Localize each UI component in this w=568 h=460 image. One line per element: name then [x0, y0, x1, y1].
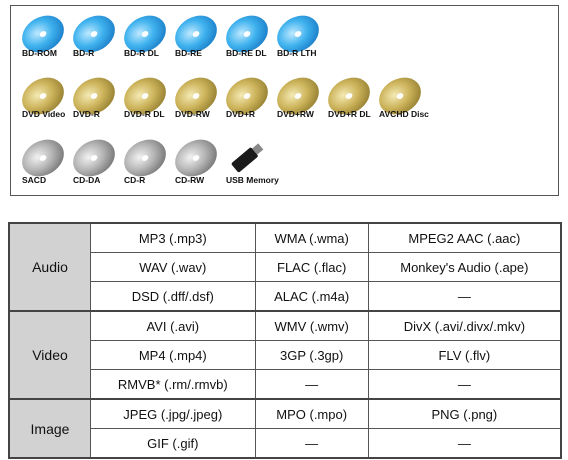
usb-body — [231, 143, 264, 173]
media-label: SACD — [22, 175, 46, 185]
format-cell: MP3 (.mp3) — [90, 222, 256, 253]
format-cell: FLV (.flv) — [367, 340, 562, 370]
format-cell: WMV (.wmv) — [254, 310, 369, 341]
media-label: AVCHD Disc — [379, 109, 429, 119]
format-cell: — — [367, 281, 562, 312]
table-row: MP4 (.mp4) 3GP (.3gp) FLV (.flv) — [9, 340, 562, 370]
disc-hole — [294, 31, 302, 37]
format-cell: — — [254, 428, 369, 459]
format-cell: MPO (.mpo) — [254, 398, 369, 429]
disc-icon — [124, 139, 166, 177]
media-label: DVD-R DL — [124, 109, 165, 119]
media-label: CD-DA — [73, 175, 100, 185]
media-label: CD-RW — [175, 175, 205, 185]
format-cell: — — [367, 369, 562, 400]
disc-hole — [192, 93, 200, 99]
format-cell: — — [367, 428, 562, 459]
format-cell: 3GP (.3gp) — [254, 340, 369, 370]
media-label: BD-RE — [175, 48, 202, 58]
disc-hole — [396, 93, 404, 99]
disc-hole — [39, 31, 47, 37]
media-label: BD-ROM — [22, 48, 57, 58]
disc-hole — [243, 31, 251, 37]
disc-hole — [192, 155, 200, 161]
disc-hole — [90, 93, 98, 99]
format-cell: — — [254, 369, 369, 400]
format-cell: ALAC (.m4a) — [254, 281, 369, 312]
format-cell: WMA (.wma) — [254, 222, 369, 253]
usb-stick — [231, 147, 258, 173]
disc-hole — [141, 31, 149, 37]
disc-icon — [226, 15, 268, 53]
media-label: DVD+R — [226, 109, 255, 119]
usb-icon — [231, 143, 264, 173]
format-cell: MP4 (.mp4) — [90, 340, 256, 370]
disc-icon — [175, 15, 217, 53]
format-cell: AVI (.avi) — [90, 310, 256, 341]
media-box: BD-ROM BD-R BD-R DL BD-RE BD-RE DL BD-R LTH DV… — [10, 5, 559, 196]
disc-hole — [243, 93, 251, 99]
format-cell: DSD (.dff/.dsf) — [90, 281, 256, 312]
disc-icon — [277, 15, 319, 53]
disc-icon — [175, 139, 217, 177]
table-row: RMVB* (.rm/.rmvb) — — — [9, 369, 562, 400]
disc-hole — [39, 155, 47, 161]
disc-icon — [124, 77, 166, 115]
table-row: WAV (.wav) FLAC (.flac) Monkey's Audio (.a… — [9, 252, 562, 282]
disc-hole — [90, 31, 98, 37]
media-label: CD-R — [124, 175, 145, 185]
table-row: GIF (.gif) — — — [9, 428, 562, 459]
media-label: BD-R DL — [124, 48, 159, 58]
group-label: Video — [8, 310, 91, 400]
disc-icon — [277, 77, 319, 115]
media-label: USB Memory — [226, 175, 279, 185]
disc-icon — [22, 139, 64, 177]
format-cell: GIF (.gif) — [90, 428, 256, 459]
media-label: DVD-RW — [175, 109, 211, 119]
disc-hole — [141, 93, 149, 99]
format-cell: WAV (.wav) — [90, 252, 256, 282]
usb-plug — [252, 143, 264, 155]
media-label: BD-R LTH — [277, 48, 317, 58]
media-icons: BD-ROM BD-R BD-R DL BD-RE BD-RE DL BD-R LTH DV… — [22, 15, 429, 185]
disc-icon — [73, 139, 115, 177]
disc-icon — [73, 77, 115, 115]
disc-icon — [379, 77, 421, 115]
disc-icon — [226, 77, 268, 115]
format-cell: JPEG (.jpg/.jpeg) — [90, 398, 256, 429]
disc-icon — [22, 15, 64, 53]
media-label: DVD-R — [73, 109, 100, 119]
disc-icon — [124, 15, 166, 53]
media-label: DVD+R DL — [328, 109, 371, 119]
media-label: DVD Video — [22, 109, 65, 119]
disc-hole — [192, 31, 200, 37]
disc-hole — [294, 93, 302, 99]
disc-hole — [141, 155, 149, 161]
format-cell: DivX (.avi/.divx/.mkv) — [367, 310, 562, 341]
table-row: DSD (.dff/.dsf) ALAC (.m4a) — — [9, 281, 562, 312]
disc-hole — [345, 93, 353, 99]
disc-icon — [73, 15, 115, 53]
disc-icon — [22, 77, 64, 115]
disc-icon — [175, 77, 217, 115]
disc-hole — [90, 155, 98, 161]
media-label: BD-RE DL — [226, 48, 267, 58]
group-label: Image — [8, 398, 91, 459]
media-label: DVD+RW — [277, 109, 315, 119]
format-cell: FLAC (.flac) — [254, 252, 369, 282]
format-cell: PNG (.png) — [367, 398, 562, 429]
table-row: Audio MP3 (.mp3) WMA (.wma) MPEG2 AAC (.aac… — [8, 222, 562, 312]
table-row: Video AVI (.avi) WMV (.wmv) DivX (.avi/.div… — [8, 310, 562, 400]
format-table: Audio MP3 (.mp3) WMA (.wma) MPEG2 AAC (.aac… — [8, 222, 562, 459]
format-cell: RMVB* (.rm/.rmvb) — [90, 369, 256, 400]
disc-hole — [39, 93, 47, 99]
format-cell: MPEG2 AAC (.aac) — [367, 222, 562, 253]
format-cell: Monkey's Audio (.ape) — [367, 252, 562, 282]
table-row: Image JPEG (.jpg/.jpeg) MPO (.mpo) PNG (.pn… — [8, 398, 562, 459]
disc-icon — [328, 77, 370, 115]
group-label: Audio — [8, 222, 91, 312]
media-label: BD-R — [73, 48, 94, 58]
